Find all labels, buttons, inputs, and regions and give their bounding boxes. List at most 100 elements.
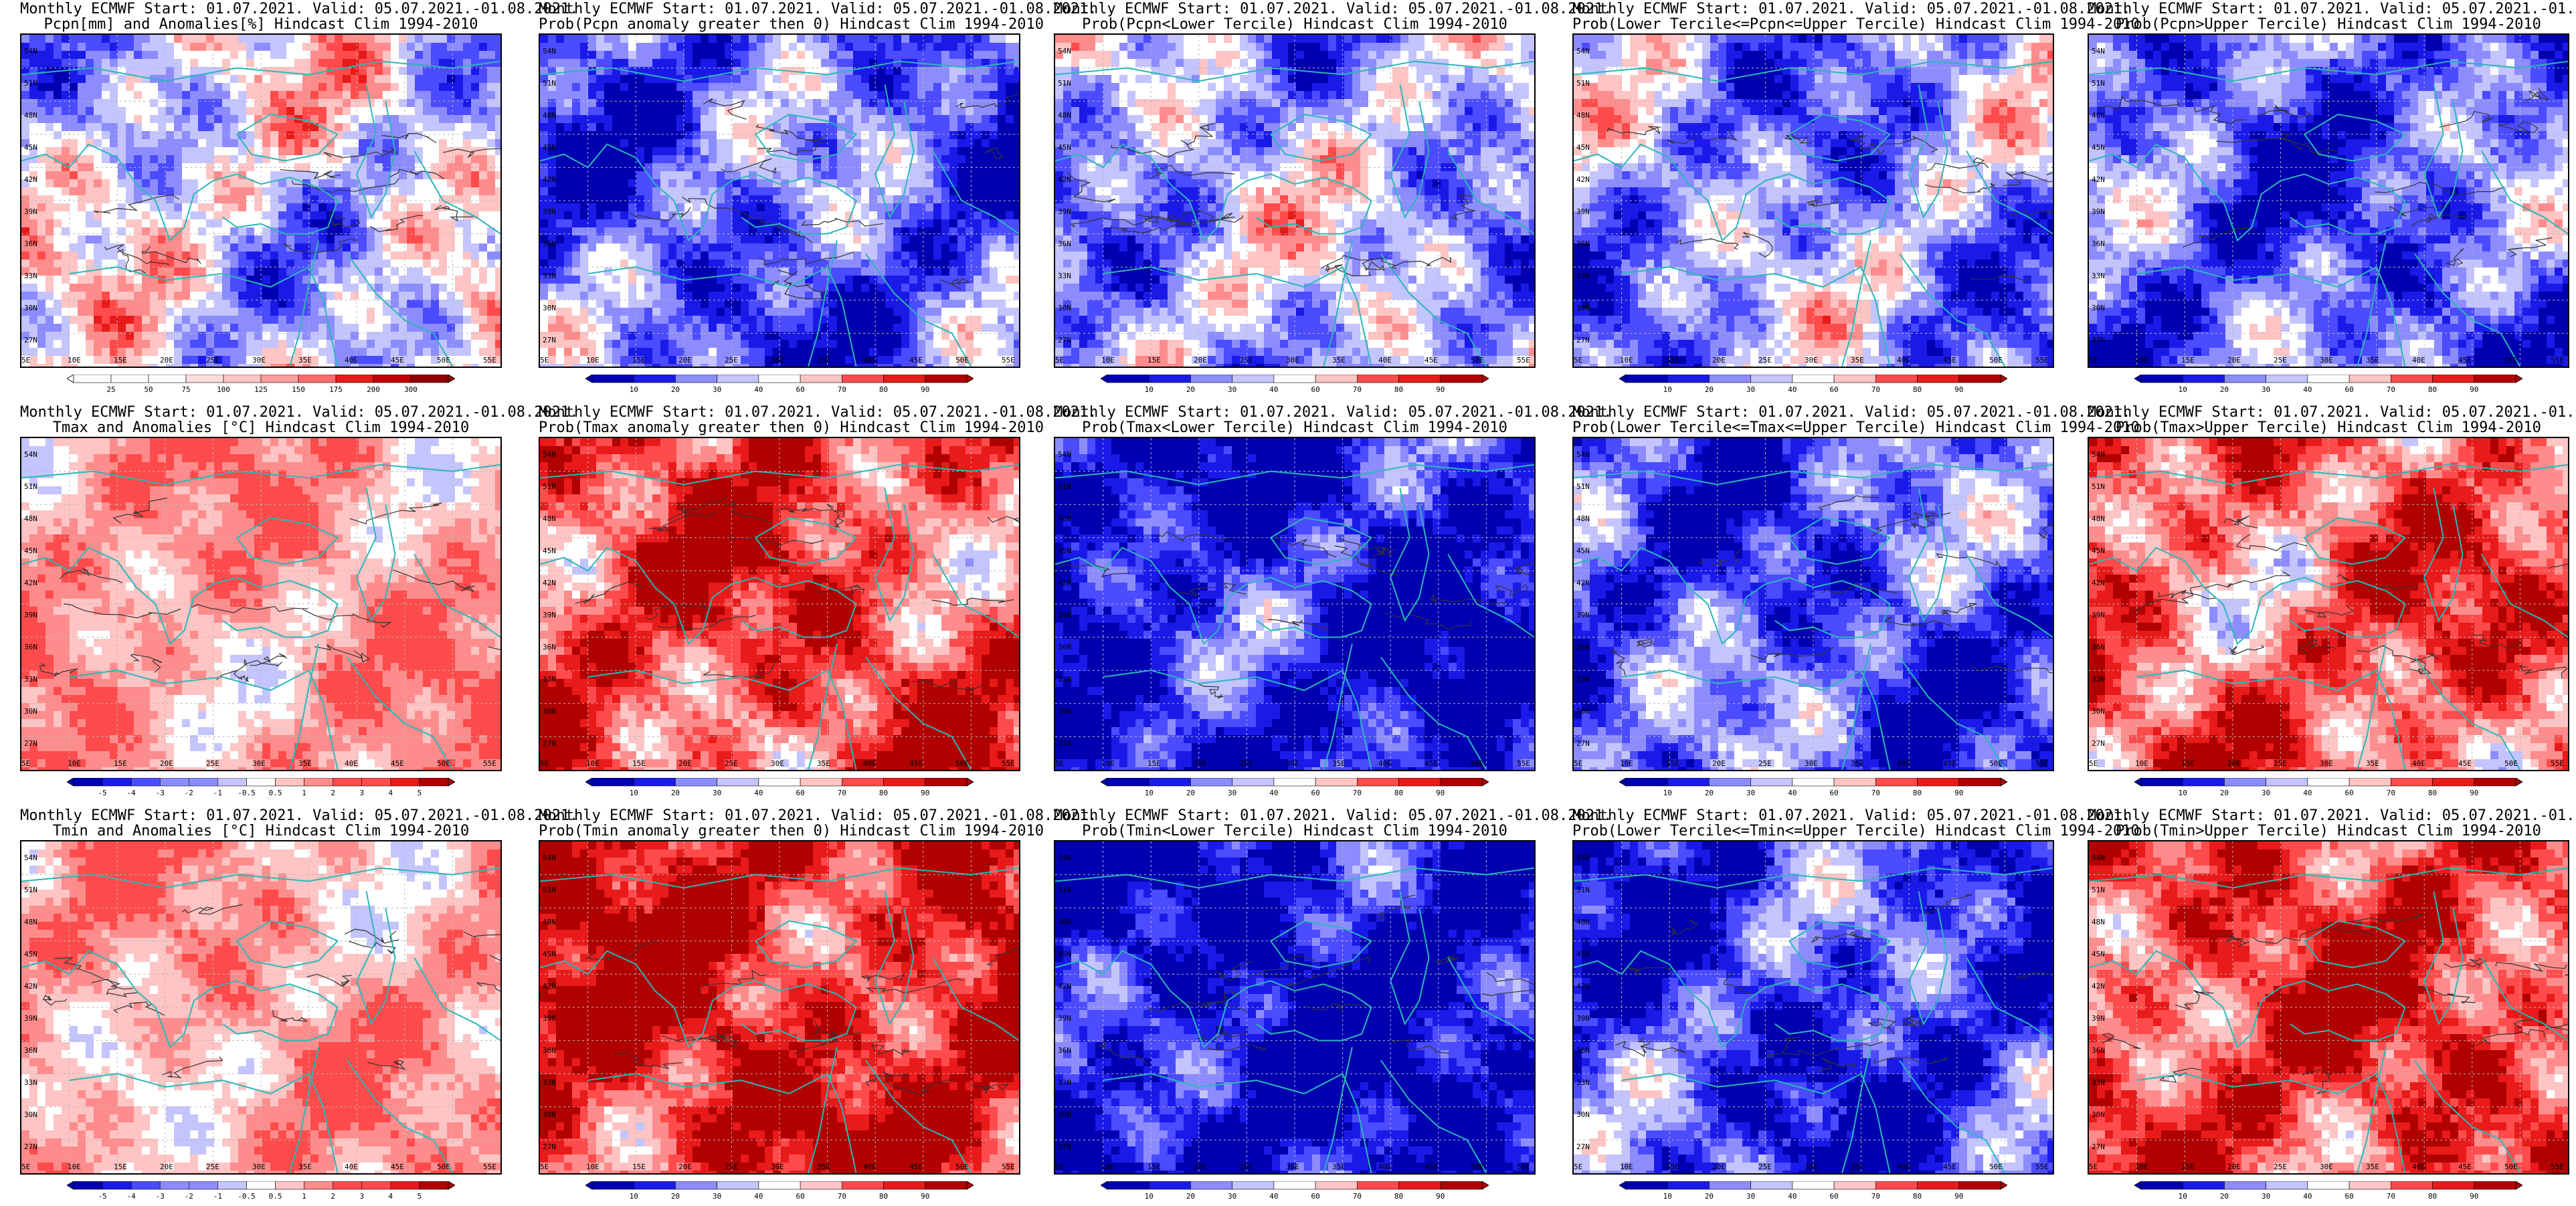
map-panel-p3: Monthly ECMWF Start: 01.07.2021. Valid: … <box>1054 1 1536 399</box>
colorbar-tick-label: 30 <box>2262 385 2270 394</box>
colorbar-segment <box>884 1181 925 1189</box>
lat-label: 42N <box>2092 175 2105 184</box>
lon-label: 45E <box>2458 356 2472 365</box>
panel-title-line1: Monthly ECMWF Start: 01.07.2021. Valid: … <box>1054 808 1536 823</box>
lat-label: 45N <box>1576 143 1590 152</box>
colorbar-segment <box>2474 375 2516 383</box>
lon-label: 45E <box>391 759 404 768</box>
colorbar-tick-label: 2 <box>331 1192 335 1201</box>
lon-label: 40E <box>2412 356 2425 365</box>
panel-title-line1: Monthly ECMWF Start: 01.07.2021. Valid: … <box>1572 808 2054 823</box>
colorbar-tick-label: 40 <box>754 385 763 394</box>
lon-label: 5E <box>1055 1163 1064 1171</box>
lon-label: 30E <box>1286 759 1299 768</box>
panel-title-line1: Monthly ECMWF Start: 01.07.2021. Valid: … <box>20 1 502 17</box>
colorbar-segment <box>1792 1181 1834 1189</box>
lon-label: 20E <box>160 759 173 768</box>
colorbar-left-arrow <box>67 375 74 383</box>
colorbar-segment <box>1441 1181 1482 1189</box>
lat-label: 54N <box>2092 47 2105 56</box>
colorbar-tick-label: 30 <box>713 1192 721 1201</box>
lon-label: 15E <box>114 1163 127 1171</box>
lon-label: 5E <box>21 1163 30 1171</box>
colorbar-segment <box>2474 778 2516 786</box>
lat-label: 36N <box>24 239 37 248</box>
colorbar-tick-label: 0.5 <box>269 1192 282 1201</box>
colorbar-tick-label: 40 <box>2303 789 2312 797</box>
colorbar-tick-label: 40 <box>1269 385 1278 394</box>
colorbar-segment <box>186 375 223 383</box>
lat-label: 45N <box>1058 546 1071 555</box>
colorbar-tick-label: 30 <box>1228 1192 1236 1201</box>
lon-label: 5E <box>21 356 30 365</box>
colorbar <box>585 778 974 787</box>
colorbar-tick-label: 80 <box>2428 385 2437 394</box>
lon-label: 50E <box>2504 1163 2518 1171</box>
colorbar-segment <box>2349 375 2391 383</box>
lat-label: 45N <box>24 546 37 555</box>
lon-label: 25E <box>1240 356 1253 365</box>
lat-label: 51N <box>2092 886 2105 894</box>
colorbar-tick-label: 10 <box>630 385 638 394</box>
colorbar-segment <box>217 1181 246 1189</box>
lat-label: 42N <box>24 175 37 184</box>
lon-label: 50E <box>437 356 450 365</box>
lat-label: 33N <box>543 272 556 280</box>
lat-label: 45N <box>2092 950 2105 959</box>
lon-label: 50E <box>437 1163 450 1171</box>
colorbar <box>585 1181 974 1191</box>
lat-label: 48N <box>1058 514 1071 523</box>
lat-label: 36N <box>543 643 556 651</box>
colorbar-tick-label: 4 <box>389 1192 393 1201</box>
lat-label: 54N <box>24 47 37 56</box>
colorbar-segment <box>74 778 102 786</box>
lat-label: 36N <box>1058 1046 1071 1055</box>
lat-label: 30N <box>543 1110 556 1119</box>
panel-title-line2: Prob(Lower Tercile<=Tmax<=Upper Tercile)… <box>1572 420 2054 435</box>
lat-label: 42N <box>2092 982 2105 991</box>
lon-label: 35E <box>2366 759 2379 768</box>
lat-label: 33N <box>2092 272 2105 280</box>
lat-label: 54N <box>1058 450 1071 459</box>
colorbar-segment <box>1959 1181 2001 1189</box>
colorbar-tick-label: 60 <box>1311 1192 1319 1201</box>
map-panel-p11: Monthly ECMWF Start: 01.07.2021. Valid: … <box>20 808 502 1206</box>
lat-label: 27N <box>543 739 556 748</box>
lat-label: 30N <box>1576 304 1590 312</box>
lon-label: 55E <box>1517 1163 1530 1171</box>
lat-label: 30N <box>1058 1110 1071 1119</box>
colorbar-segment <box>1626 778 1667 786</box>
lon-label: 55E <box>483 759 496 768</box>
lat-label: 51N <box>1576 482 1590 491</box>
lon-label: 35E <box>1332 759 1346 768</box>
colorbar-left-arrow <box>1619 778 1626 786</box>
lat-label: 45N <box>2092 143 2105 152</box>
colorbar-tick-label: 3 <box>359 789 364 797</box>
lat-label: 42N <box>24 982 37 991</box>
colorbar-segment <box>634 1181 675 1189</box>
colorbar-tick-label: 60 <box>1829 385 1838 394</box>
panel-title-line2: Prob(Lower Tercile<=Tmin<=Upper Tercile)… <box>1572 823 2054 839</box>
colorbar-segment <box>1107 375 1149 383</box>
lat-label: 42N <box>543 982 556 991</box>
lat-label: 27N <box>1058 1142 1071 1151</box>
lat-label: 33N <box>1058 1078 1071 1087</box>
colorbar-segment <box>842 375 883 383</box>
lon-label: 10E <box>586 1163 600 1171</box>
colorbar-tick-label: 80 <box>1394 789 1403 797</box>
lat-label: 36N <box>24 643 37 651</box>
lon-label: 25E <box>1758 356 1772 365</box>
panel-title-line1: Monthly ECMWF Start: 01.07.2021. Valid: … <box>1572 405 2054 420</box>
lon-label: 5E <box>1055 356 1064 365</box>
lon-label: 5E <box>1574 1163 1582 1171</box>
colorbar-segment <box>1667 778 1709 786</box>
lon-label: 35E <box>1332 1163 1346 1171</box>
lat-label: 54N <box>543 450 556 459</box>
map-panel-p10: Monthly ECMWF Start: 01.07.2021. Valid: … <box>2088 405 2569 803</box>
colorbar-segment <box>1399 1181 1441 1189</box>
